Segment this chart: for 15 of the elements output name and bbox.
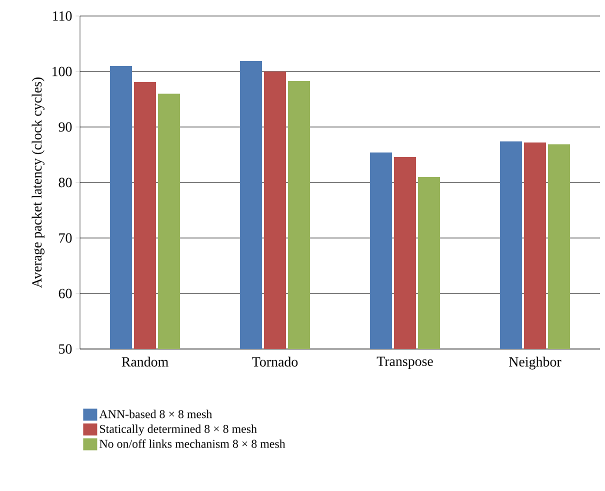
x-tick-label: Random	[122, 356, 168, 367]
y-tick-label: 100	[52, 66, 72, 76]
y-tick-label: 50	[59, 344, 72, 354]
y-tick-label: 110	[53, 11, 72, 21]
y-tick-label: 70	[59, 233, 72, 243]
y-tick-label: 80	[58, 178, 72, 188]
x-tick-label: Transpose	[376, 356, 433, 369]
x-tick-label: Tornado	[252, 356, 298, 367]
legend-label: No on/off links mechanism 8 × 8 mesh	[100, 439, 286, 448]
x-tick-label: Neighbor	[509, 356, 562, 370]
y-tick-label: 90	[58, 122, 72, 132]
legend-label: ANN-based 8 × 8 mesh	[99, 410, 212, 418]
y-tick-label: 60	[58, 288, 72, 298]
legend-label: Statically determined 8 × 8 mesh	[100, 424, 257, 436]
y-axis-title: Average packet latency (clock cycles)	[32, 78, 44, 288]
